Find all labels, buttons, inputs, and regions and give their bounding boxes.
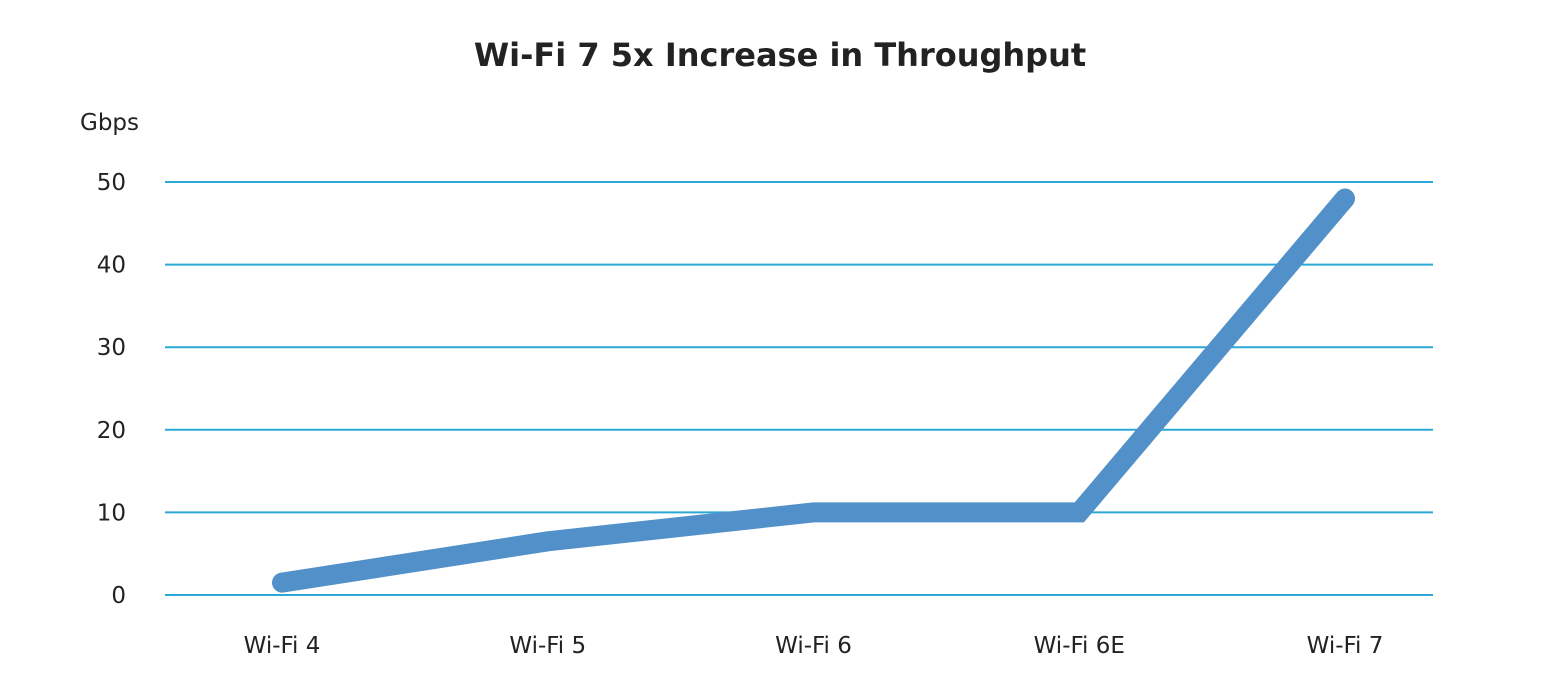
y-tick-label: 0 (111, 583, 126, 609)
y-axis-label: Gbps (80, 110, 139, 136)
x-tick-label: Wi-Fi 5 (509, 633, 586, 659)
y-tick-label: 10 (97, 500, 126, 526)
x-tick-label: Wi-Fi 4 (244, 633, 321, 659)
x-tick-label: Wi-Fi 6E (1034, 633, 1125, 659)
x-tick-label: Wi-Fi 6 (775, 633, 852, 659)
y-tick-label: 40 (97, 253, 126, 279)
y-tick-label: 30 (97, 335, 126, 361)
x-tick-label: Wi-Fi 7 (1307, 633, 1384, 659)
chart-title: Wi-Fi 7 5x Increase in Throughput (474, 36, 1086, 74)
y-tick-label: 20 (97, 418, 126, 444)
y-tick-label: 50 (97, 170, 126, 196)
series-line (282, 199, 1345, 583)
